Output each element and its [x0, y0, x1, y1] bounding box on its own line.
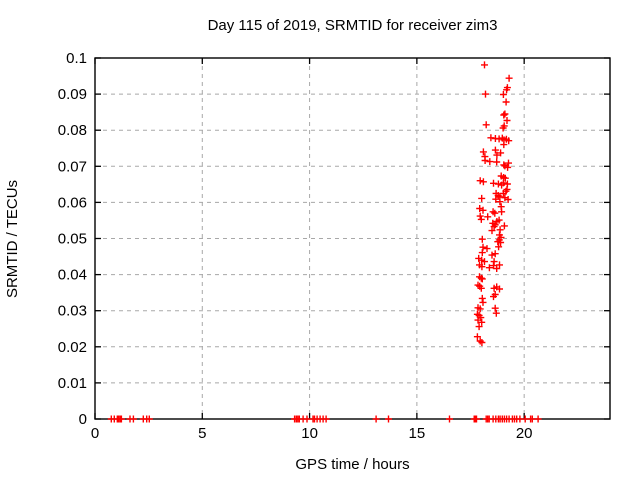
x-tick-label: 15 [409, 425, 426, 442]
chart-title: Day 115 of 2019, SRMTID for receiver zim… [207, 17, 498, 34]
y-tick-label: 0.05 [58, 231, 87, 248]
y-tick-label: 0.02 [58, 339, 87, 356]
x-axis-title: GPS time / hours [295, 456, 410, 473]
gridlines [94, 57, 610, 420]
x-tick-label: 20 [516, 425, 533, 442]
y-tick-label: 0.08 [58, 122, 87, 139]
y-tick-label: 0.04 [58, 267, 87, 284]
y-tick-label: 0.01 [58, 375, 87, 392]
y-tick-label: 0.1 [66, 50, 87, 67]
x-tick-label: 10 [301, 425, 318, 442]
y-tick-label: 0 [79, 411, 87, 428]
y-tick-label: 0.06 [58, 194, 87, 211]
y-tick-label: 0.07 [58, 158, 87, 175]
y-tick-label: 0.09 [58, 86, 87, 103]
scatter-points [107, 61, 542, 423]
x-tick-label: 0 [91, 425, 99, 442]
y-tick-label: 0.03 [58, 303, 87, 320]
axis-ticks [94, 57, 610, 420]
x-tick-label: 5 [198, 425, 206, 442]
